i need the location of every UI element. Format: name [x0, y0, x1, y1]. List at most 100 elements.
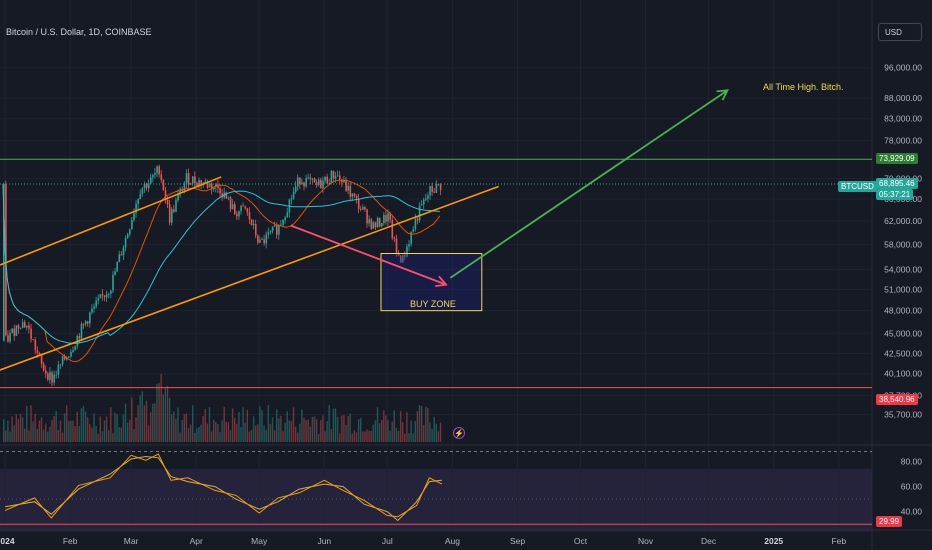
candle-body [408, 243, 410, 247]
candle-body [154, 173, 156, 175]
volume-bar [66, 405, 68, 442]
volume-bar [299, 423, 301, 442]
candle-body [322, 180, 324, 189]
volume-bar [347, 416, 349, 442]
volume-bar [87, 417, 89, 442]
candle-body [250, 219, 253, 226]
volume-bar [315, 419, 318, 442]
candle-body [391, 219, 394, 238]
volume-bar [360, 418, 362, 442]
volume-bar [309, 426, 311, 442]
volume-bar [126, 422, 129, 442]
volume-bar [437, 431, 440, 442]
lightning-icon[interactable]: ⚡ [453, 427, 465, 439]
currency-selector[interactable]: USD [878, 23, 922, 41]
candle-body [402, 255, 404, 263]
volume-bar [97, 433, 99, 442]
volume-bar [265, 430, 267, 442]
candle-body [103, 295, 106, 298]
volume-bar [297, 432, 299, 442]
volume-bar [24, 428, 26, 442]
volume-bar [336, 416, 339, 442]
volume-bar [393, 410, 395, 442]
candle-body [418, 205, 421, 221]
candle-body [311, 178, 314, 180]
volume-bar [116, 414, 118, 442]
volume-bar [246, 409, 248, 442]
volume-bar [364, 431, 366, 442]
volume-bar [255, 425, 257, 442]
candle-body [416, 218, 419, 221]
volume-bar [368, 430, 370, 442]
volume-bar [70, 420, 72, 442]
volume-bar [32, 421, 34, 442]
volume-bar [36, 428, 38, 442]
y-tick-label: 51,000.00 [884, 284, 922, 294]
candle-body [9, 332, 11, 342]
volume-bar [105, 416, 108, 442]
volume-bar [282, 431, 284, 442]
volume-bar [40, 417, 43, 442]
volume-bar [179, 432, 181, 442]
volume-bar [362, 431, 364, 442]
candle-body [290, 198, 293, 200]
volume-bar [366, 429, 368, 442]
volume-bar [292, 407, 295, 442]
x-tick-label: 2025 [764, 536, 783, 546]
candle-body [351, 193, 354, 197]
candle-body [89, 312, 91, 324]
candle-body [175, 200, 177, 212]
volume-bar [259, 406, 261, 442]
rsi-tick-label: 60.00 [901, 482, 923, 492]
candle-body [420, 204, 423, 206]
candle-body [410, 231, 412, 244]
candle-body [185, 173, 188, 184]
volume-bar [231, 408, 234, 442]
candle-body [439, 184, 442, 190]
x-tick-label: Jun [317, 536, 331, 546]
volume-bar [427, 407, 429, 442]
candle-body [49, 372, 51, 380]
volume-bar [19, 413, 22, 442]
volume-bar [59, 420, 62, 442]
volume-bar [273, 430, 276, 442]
candle-body [57, 364, 60, 375]
volume-bar [202, 416, 204, 442]
rsi-tick-label: 80.00 [901, 457, 923, 467]
volume-bar [11, 416, 13, 442]
x-tick-label: Mar [124, 536, 139, 546]
upper-trendline [0, 176, 222, 266]
x-tick-label: Dec [701, 536, 717, 546]
volume-bar [389, 430, 391, 442]
candle-body [19, 327, 22, 329]
candle-body [345, 179, 347, 191]
countdown-tag: 05:37:21 [876, 189, 914, 200]
volume-bar [345, 425, 347, 442]
candle-body [162, 179, 165, 191]
candle-body [265, 234, 268, 244]
candle-body [221, 193, 223, 198]
volume-bar [55, 411, 57, 442]
candle-body [72, 350, 74, 352]
volume-bar [404, 433, 406, 442]
candle-body [225, 192, 228, 199]
volume-bar [171, 414, 173, 442]
volume-bar [372, 424, 374, 442]
volume-bar [156, 383, 158, 442]
candle-body [284, 217, 286, 220]
volume-bar [158, 383, 160, 442]
candle-body [355, 195, 358, 199]
volume-bar [244, 422, 246, 442]
volume-bar [242, 407, 244, 442]
candle-body [238, 211, 240, 217]
candle-body [282, 219, 284, 225]
candle-body [145, 183, 148, 189]
volume-bar [210, 431, 213, 442]
candle-body [198, 180, 200, 186]
candle-body [112, 275, 114, 291]
candle-body [194, 176, 196, 183]
volume-bar [429, 422, 431, 442]
candle-body [3, 183, 5, 342]
rsi-tick-label: 40.00 [901, 507, 923, 517]
